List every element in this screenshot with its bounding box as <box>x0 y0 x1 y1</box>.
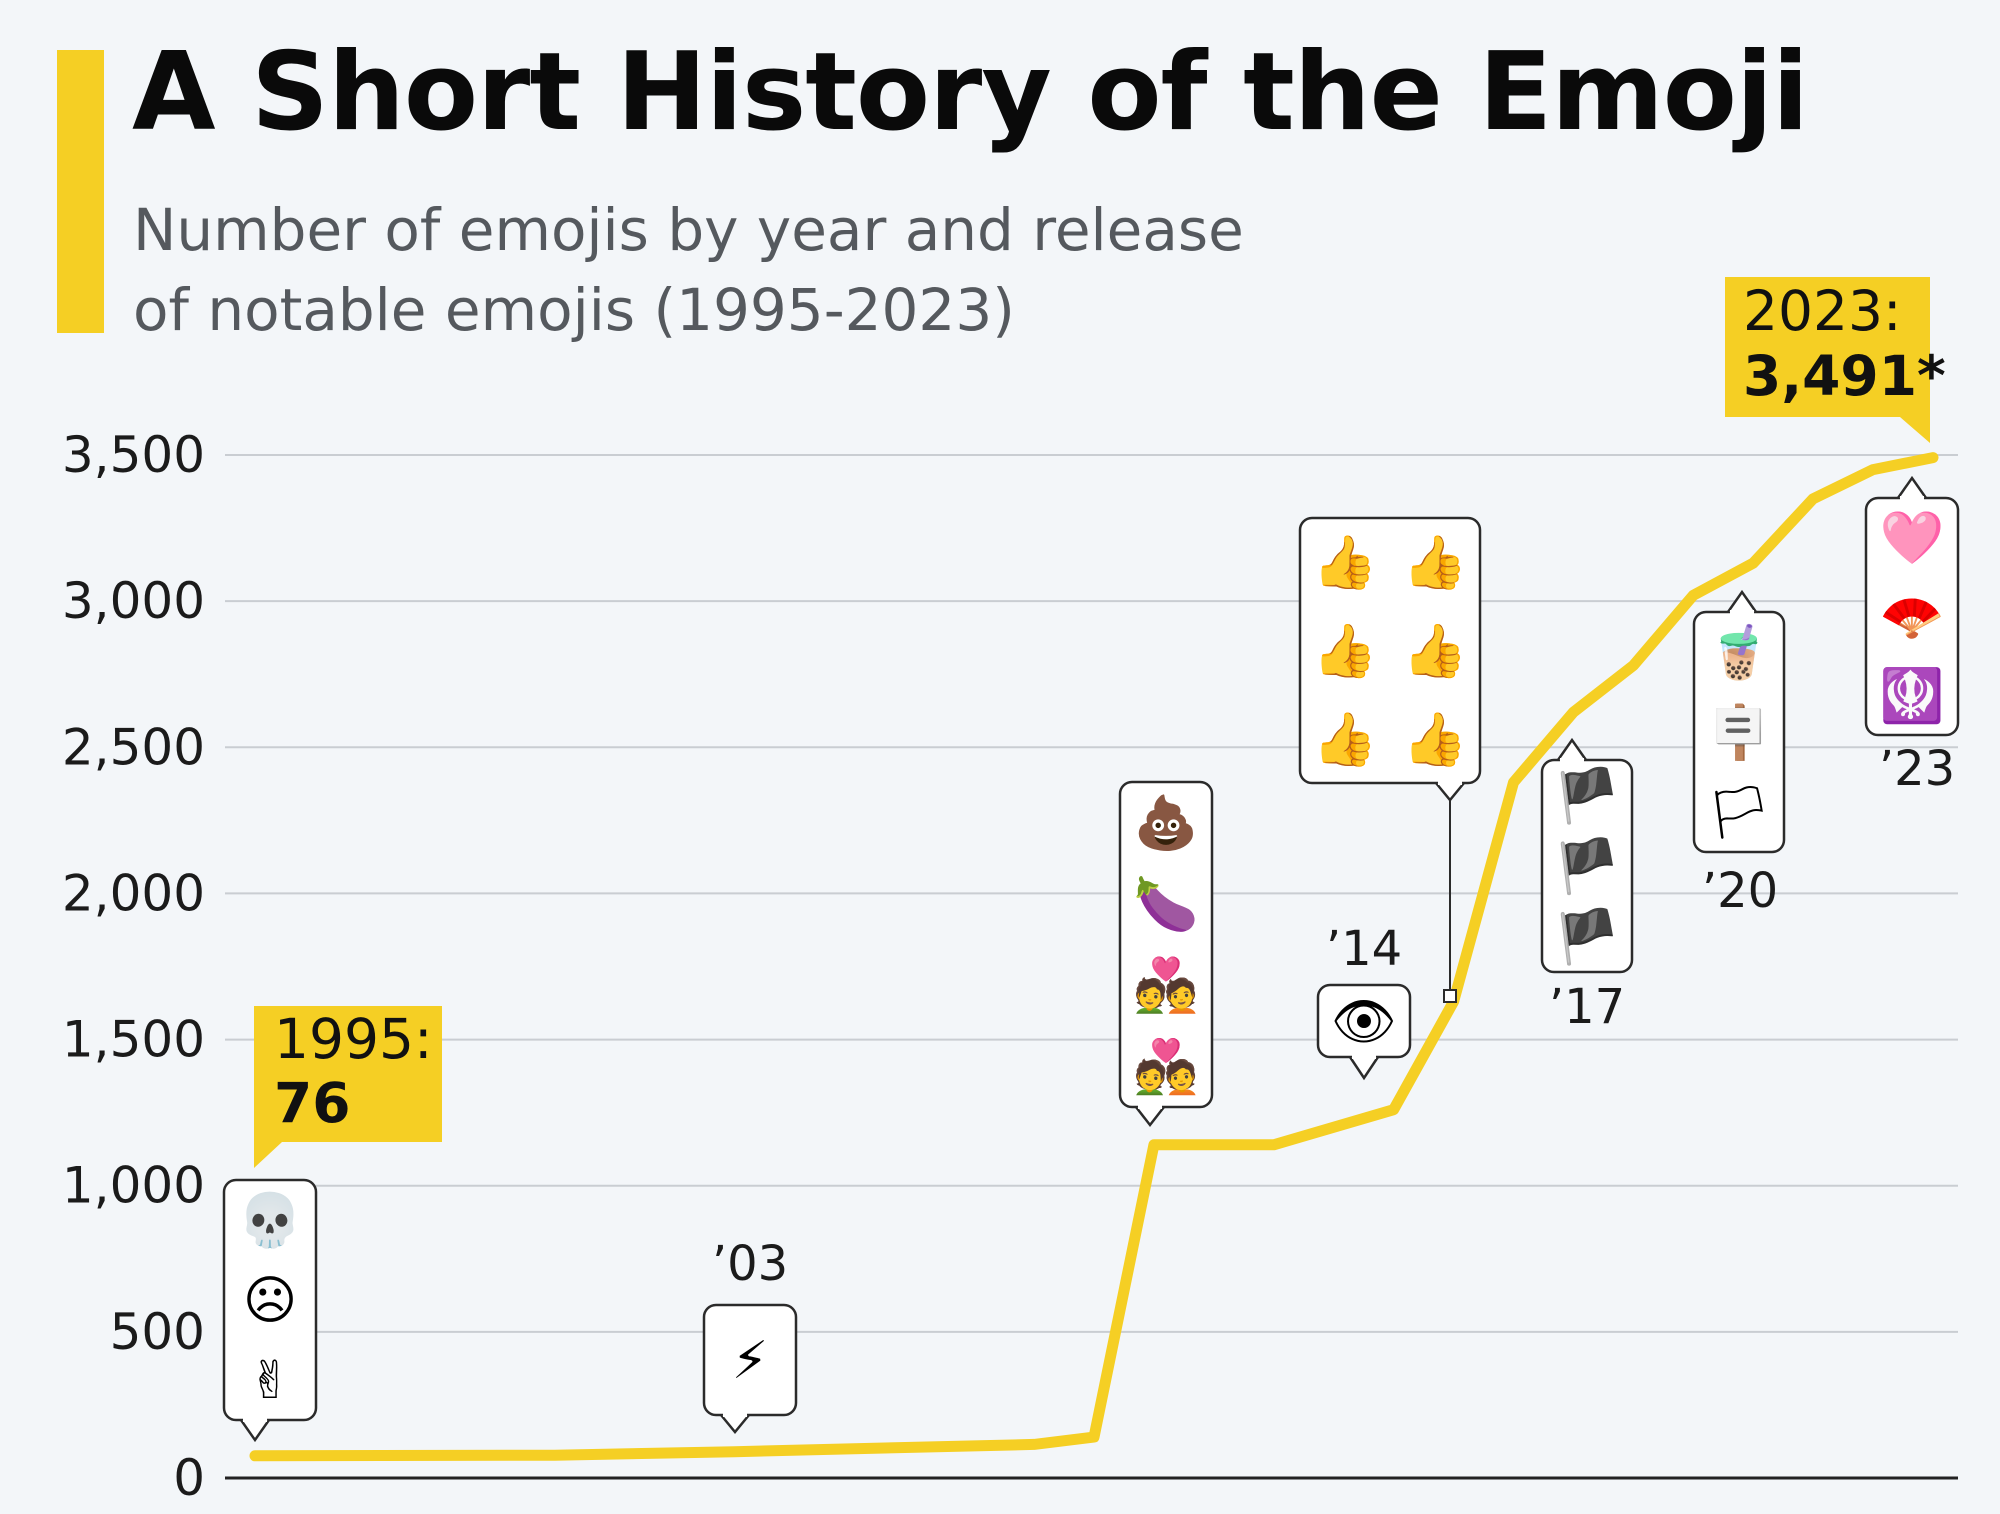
wales-flag-icon: 🏴 <box>1555 835 1620 897</box>
england-flag-icon: 🏴 <box>1555 764 1620 826</box>
couple-heart-icon: 💑 <box>1134 1036 1199 1097</box>
data-point <box>254 1455 256 1457</box>
scotland-flag-icon: 🏴 <box>1555 906 1620 968</box>
callout-start-value: 76 <box>274 1071 351 1135</box>
emoji-group-g2003: ⚡ ’03 <box>702 1236 798 1434</box>
callout-start: 1995:76 <box>254 1006 442 1168</box>
emoji-group-g1995: 💀 ☹ ✌ <box>222 1178 318 1443</box>
callout-start-box <box>254 1006 442 1142</box>
emoji-bubble <box>1540 758 1634 974</box>
y-tick-label: 1,500 <box>62 1011 205 1069</box>
year-label: ’20 <box>1702 863 1778 919</box>
data-point <box>1632 664 1634 666</box>
thumbs-up-light-icon: 👍 <box>1403 621 1468 682</box>
bubble-pointer <box>1896 475 1928 499</box>
bubble-pointer <box>1348 1056 1380 1081</box>
series-layer <box>249 452 1939 1462</box>
placard-icon: 🪧 <box>1707 702 1772 763</box>
data-point <box>1093 1436 1095 1438</box>
emoji-bubble <box>1298 516 1482 785</box>
emoji-bubble <box>222 1178 318 1422</box>
eggplant-icon: 🍆 <box>1134 874 1199 935</box>
bubble-pointer <box>1135 1106 1165 1128</box>
pink-heart-icon: 🩷 <box>1880 509 1945 569</box>
eye-speech-icon: 👁 <box>1331 992 1397 1052</box>
data-point <box>1752 562 1754 564</box>
thumbs-up-lightest-icon: 👍 <box>1403 709 1468 770</box>
chart-subtitle: Number of emojis by year and release of … <box>133 190 1433 350</box>
y-tick-label: 1,000 <box>62 1157 205 1215</box>
emoji-group-g2020: 🧋 🪧 🏳 ’20 <box>1692 589 1786 919</box>
data-point <box>1153 1144 1155 1146</box>
bubble-pointer <box>1556 737 1588 761</box>
y-axis: 0 500 1,000 1,500 2,000 2,500 3,000 3,500 <box>62 426 205 1507</box>
callout-start-year: 1995: <box>274 1007 433 1071</box>
series-line <box>249 452 1939 1462</box>
data-point <box>1513 781 1514 783</box>
data-point <box>1872 469 1874 471</box>
callout-start-pointer <box>254 1142 282 1168</box>
subtitle-line-2: of notable emojis (1995-2023) <box>133 276 1015 344</box>
y-tick-label: 0 <box>173 1449 205 1507</box>
emoji-bubble <box>702 1303 798 1417</box>
emoji-group-g2010: 💩 🍆 💑 💑 <box>1118 780 1214 1128</box>
bubble-pointer <box>1435 782 1465 802</box>
lightning-icon: ⚡ <box>732 1331 769 1391</box>
poo-icon: 💩 <box>1134 793 1199 854</box>
bubble-tea-icon: 🧋 <box>1707 622 1772 683</box>
emoji-group-g2014: 👁 ’14 <box>1316 921 1412 1081</box>
connector-marker <box>1443 989 1457 1003</box>
callout-end-box <box>1725 277 1930 417</box>
bubble-pointer <box>720 1414 750 1434</box>
data-point <box>733 1451 735 1453</box>
thumbs-up-default-icon: 👍 <box>1313 532 1378 593</box>
folding-fan-icon: 🪭 <box>1880 588 1945 648</box>
y-tick-label: 2,000 <box>62 864 205 922</box>
callouts-layer: 1995:76 2023:3,491* <box>254 277 1946 1168</box>
bubble-pointer <box>1726 589 1758 613</box>
thumbs-up-medium-icon: 👍 <box>1403 532 1468 593</box>
skull-icon: 💀 <box>238 1190 303 1251</box>
subtitle-line-1: Number of emojis by year and release <box>133 196 1244 264</box>
bubble-pointer <box>239 1419 271 1443</box>
data-point <box>1812 498 1814 500</box>
transgender-flag-icon: 🏳 <box>1706 783 1772 843</box>
data-point <box>1932 457 1934 459</box>
data-point <box>1572 711 1574 713</box>
khanda-icon: 🪯 <box>1880 666 1945 727</box>
y-tick-label: 500 <box>110 1303 205 1361</box>
y-tick-label: 3,000 <box>62 572 205 630</box>
y-tick-label: 3,500 <box>62 426 205 484</box>
data-point <box>554 1454 556 1456</box>
year-label: ’14 <box>1326 921 1402 977</box>
callout-end-value: 3,491* <box>1743 344 1946 408</box>
emoji-groups-layer: 💀 ☹ ✌ ⚡ ’03 💩 🍆 💑 💑 👁 ’14 👍 👍 👍 👍 👍 👍 🏴 🏴 🏴 ’17 🧋 🪧 🏳 ’20 🩷 🪭 🪯 ’23 <box>222 475 1960 1443</box>
data-point <box>1393 1109 1395 1111</box>
thumbs-up-medium-dark-icon: 👍 <box>1313 709 1378 770</box>
data-point <box>1033 1443 1035 1445</box>
couple-heart-icon: 💑 <box>1134 955 1199 1016</box>
year-label: ’23 <box>1879 741 1955 797</box>
chart-title: A Short History of the Emoji <box>132 30 1809 155</box>
data-point <box>1273 1144 1275 1146</box>
grid-layer <box>225 454 1958 1480</box>
victory-hand-icon: ✌ <box>248 1351 292 1411</box>
callout-end-year: 2023: <box>1743 279 1902 343</box>
emoji-bubble <box>1118 780 1214 1109</box>
year-label: ’03 <box>712 1236 788 1292</box>
callout-end-pointer <box>1900 417 1930 443</box>
data-point <box>1692 594 1694 596</box>
accent-bar <box>57 50 104 333</box>
year-label: ’17 <box>1549 979 1625 1035</box>
callout-end: 2023:3,491* <box>1725 277 1946 443</box>
emoji-group-g2023: 🩷 🪭 🪯 ’23 <box>1864 475 1960 797</box>
emoji-group-g2017: 🏴 🏴 🏴 ’17 <box>1540 737 1634 1035</box>
frowning-face-icon: ☹ <box>243 1271 297 1331</box>
emoji-group-g2015: 👍 👍 👍 👍 👍 👍 <box>1298 516 1482 802</box>
thumbs-up-dark-icon: 👍 <box>1313 621 1378 682</box>
y-tick-label: 2,500 <box>62 718 205 776</box>
